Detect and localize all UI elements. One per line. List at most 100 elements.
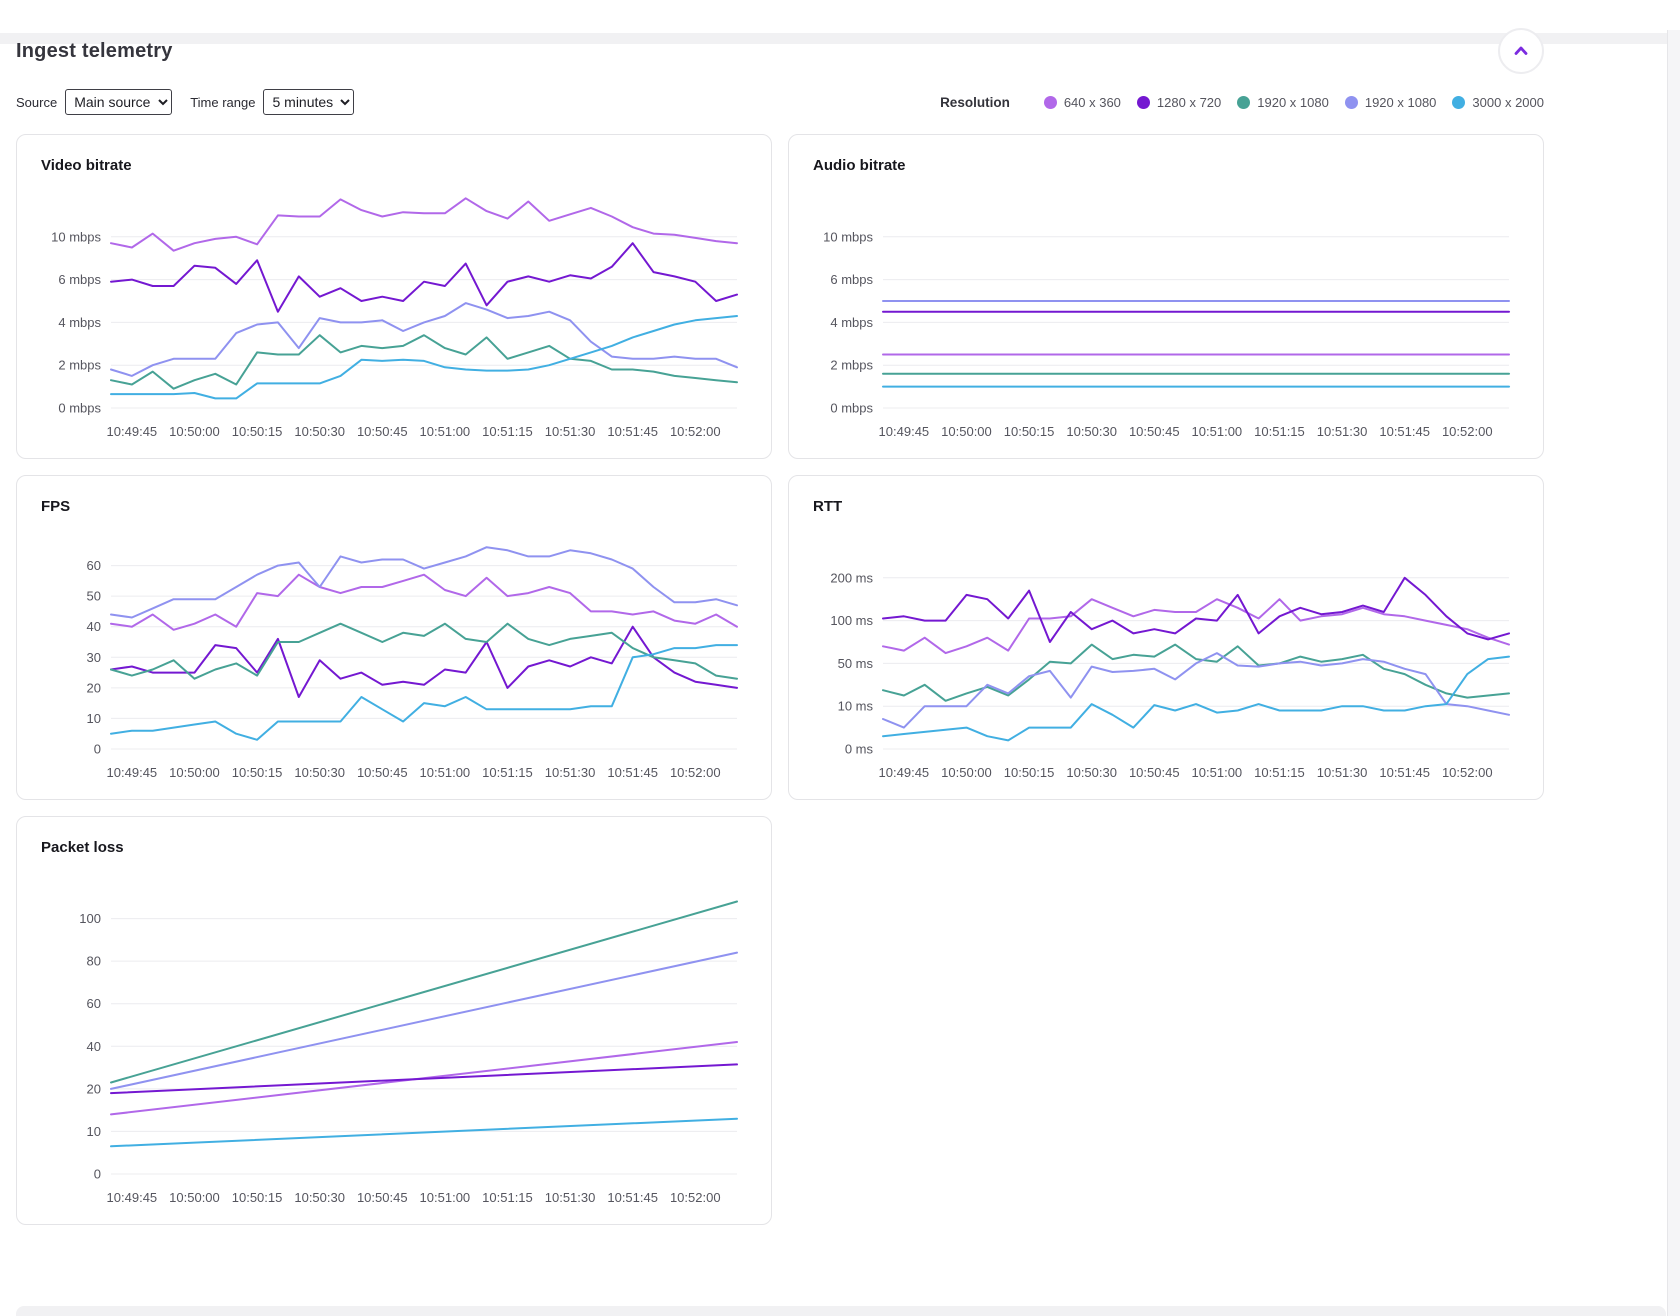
- next-section-edge: [16, 1306, 1666, 1316]
- svg-text:10 mbps: 10 mbps: [823, 229, 873, 244]
- legend-item-3000x2000: 3000 x 2000: [1452, 95, 1544, 110]
- svg-text:10:50:45: 10:50:45: [1129, 424, 1180, 439]
- svg-text:50 ms: 50 ms: [838, 656, 874, 671]
- chart-title: Video bitrate: [41, 157, 132, 174]
- svg-text:10:50:30: 10:50:30: [1066, 765, 1117, 780]
- svg-text:10:50:15: 10:50:15: [1004, 765, 1055, 780]
- svg-text:10:51:45: 10:51:45: [607, 765, 658, 780]
- svg-text:10:50:30: 10:50:30: [294, 765, 345, 780]
- svg-text:50: 50: [87, 589, 101, 604]
- svg-text:10:49:45: 10:49:45: [107, 424, 158, 439]
- svg-text:10:50:15: 10:50:15: [232, 765, 283, 780]
- svg-text:10:50:15: 10:50:15: [1004, 424, 1055, 439]
- page-title: Ingest telemetry: [16, 39, 173, 62]
- legend-item-1920x1080-a: 1920 x 1080: [1237, 95, 1329, 110]
- svg-text:60: 60: [87, 996, 101, 1011]
- legend-item-640x360: 640 x 360: [1043, 95, 1121, 110]
- svg-text:10:51:15: 10:51:15: [482, 424, 533, 439]
- svg-text:10:50:00: 10:50:00: [941, 424, 992, 439]
- svg-text:10:52:00: 10:52:00: [1442, 424, 1493, 439]
- svg-text:10:51:00: 10:51:00: [420, 424, 471, 439]
- rtt-card: RTT 0 ms 10 ms 50 ms 100 ms 200 ms 10:49:45 10…: [788, 475, 1544, 800]
- legend-title: Resolution: [940, 94, 1010, 110]
- svg-text:10:49:45: 10:49:45: [879, 424, 930, 439]
- svg-text:10:50:30: 10:50:30: [294, 424, 345, 439]
- svg-text:100: 100: [79, 911, 101, 926]
- svg-text:60: 60: [87, 558, 101, 573]
- svg-text:10: 10: [87, 711, 101, 726]
- svg-text:10:49:45: 10:49:45: [107, 1190, 158, 1205]
- svg-text:10:51:00: 10:51:00: [1192, 765, 1243, 780]
- svg-text:20: 20: [87, 1081, 101, 1096]
- svg-text:10:51:45: 10:51:45: [607, 424, 658, 439]
- legend-item-1280x720: 1280 x 720: [1136, 95, 1221, 110]
- svg-text:10:51:45: 10:51:45: [607, 1190, 658, 1205]
- ingest-telemetry-panel: Ingest telemetry Source Main source Time…: [16, 28, 1544, 1225]
- svg-text:4 mbps: 4 mbps: [58, 315, 101, 330]
- svg-text:20: 20: [87, 680, 101, 695]
- legend-dot-icon: [1344, 95, 1358, 109]
- video-bitrate-card: Video bitrate 0 mbps 2 mbps 4 mbps 6 mbps 10…: [16, 134, 772, 459]
- chart-title: Audio bitrate: [813, 157, 906, 174]
- chart-title: Packet loss: [41, 839, 124, 856]
- charts-grid: Video bitrate 0 mbps 2 mbps 4 mbps 6 mbps 10…: [16, 134, 1544, 1225]
- audio-bitrate-chart: 0 mbps 2 mbps 4 mbps 6 mbps 10 mbps 10:49:45 1…: [813, 180, 1519, 448]
- svg-text:10:50:45: 10:50:45: [357, 1190, 408, 1205]
- svg-text:40: 40: [87, 619, 101, 634]
- svg-text:10:50:00: 10:50:00: [941, 765, 992, 780]
- legend-dot-icon: [1043, 95, 1057, 109]
- svg-text:10 mbps: 10 mbps: [51, 229, 101, 244]
- legend-dot-icon: [1136, 95, 1150, 109]
- svg-text:10:52:00: 10:52:00: [1442, 765, 1493, 780]
- fps-card: FPS 0 10 20 30 40 50 60 10:49:45 10:50:00 10:50:1…: [16, 475, 772, 800]
- empty-grid-cell: [788, 816, 1544, 1225]
- time-range-select[interactable]: 5 minutes: [263, 89, 355, 115]
- vertical-scrollbar[interactable]: [1667, 30, 1680, 1316]
- svg-text:10:52:00: 10:52:00: [670, 424, 721, 439]
- svg-text:10:50:45: 10:50:45: [357, 765, 408, 780]
- packet-loss-card: Packet loss 0 10 20 40 60 80 100 10:49:45 10:50:…: [16, 816, 772, 1225]
- rtt-chart: 0 ms 10 ms 50 ms 100 ms 200 ms 10:49:45 10:50:…: [813, 521, 1519, 789]
- svg-text:10:50:00: 10:50:00: [169, 765, 220, 780]
- packet-loss-chart: 0 10 20 40 60 80 100 10:49:45 10:50:00 10:50:15 10…: [41, 862, 747, 1214]
- svg-text:10: 10: [87, 1124, 101, 1139]
- svg-text:10:51:30: 10:51:30: [1317, 765, 1368, 780]
- svg-text:10:51:30: 10:51:30: [1317, 424, 1368, 439]
- svg-text:10:51:15: 10:51:15: [1254, 424, 1305, 439]
- svg-text:10:51:30: 10:51:30: [545, 1190, 596, 1205]
- fps-chart: 0 10 20 30 40 50 60 10:49:45 10:50:00 10:50:15 10:…: [41, 521, 747, 789]
- video-bitrate-chart: 0 mbps 2 mbps 4 mbps 6 mbps 10 mbps 10:49:45 1…: [41, 180, 747, 448]
- svg-text:0 ms: 0 ms: [845, 742, 874, 757]
- svg-text:10:51:30: 10:51:30: [545, 424, 596, 439]
- svg-text:10:51:30: 10:51:30: [545, 765, 596, 780]
- svg-text:10:51:15: 10:51:15: [482, 1190, 533, 1205]
- svg-text:10:50:15: 10:50:15: [232, 424, 283, 439]
- svg-text:2 mbps: 2 mbps: [58, 358, 101, 373]
- svg-text:10:50:15: 10:50:15: [232, 1190, 283, 1205]
- legend-item-1920x1080-b: 1920 x 1080: [1344, 95, 1436, 110]
- svg-text:10:52:00: 10:52:00: [670, 1190, 721, 1205]
- svg-text:0 mbps: 0 mbps: [830, 401, 873, 416]
- panel-header: Ingest telemetry: [16, 28, 1544, 74]
- svg-text:10:51:00: 10:51:00: [1192, 424, 1243, 439]
- svg-text:10:51:45: 10:51:45: [1379, 424, 1430, 439]
- resolution-legend: Resolution 640 x 360 1280 x 720 1920 x 1…: [940, 95, 1544, 110]
- chart-title: FPS: [41, 498, 71, 515]
- legend-dot-icon: [1237, 95, 1251, 109]
- svg-text:10:50:00: 10:50:00: [169, 1190, 220, 1205]
- collapse-panel-button[interactable]: [1498, 28, 1544, 74]
- time-range-label: Time range: [190, 94, 256, 110]
- source-select[interactable]: Main source: [65, 89, 173, 115]
- svg-text:6 mbps: 6 mbps: [830, 272, 873, 287]
- chart-title: RTT: [813, 498, 843, 515]
- audio-bitrate-card: Audio bitrate 0 mbps 2 mbps 4 mbps 6 mbps 10…: [788, 134, 1544, 459]
- svg-text:10:50:45: 10:50:45: [1129, 765, 1180, 780]
- svg-text:40: 40: [87, 1039, 101, 1054]
- svg-text:10:50:30: 10:50:30: [1066, 424, 1117, 439]
- svg-text:10:50:30: 10:50:30: [294, 1190, 345, 1205]
- source-label: Source: [16, 94, 58, 110]
- svg-text:10 ms: 10 ms: [838, 699, 874, 714]
- svg-text:0: 0: [94, 742, 101, 757]
- svg-text:10:51:00: 10:51:00: [420, 765, 471, 780]
- svg-text:10:51:15: 10:51:15: [482, 765, 533, 780]
